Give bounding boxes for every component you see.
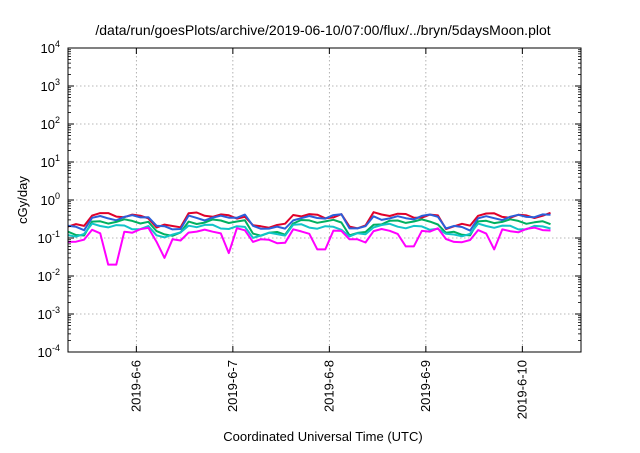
y-axis-label: cGy/day bbox=[15, 176, 30, 224]
chart-title: /data/run/goesPlots/archive/2019-06-10/0… bbox=[95, 22, 550, 38]
series-line bbox=[67, 222, 551, 239]
y-tick-label: 10-3 bbox=[38, 305, 60, 322]
grid-lines bbox=[68, 48, 581, 352]
y-tick-label: 104 bbox=[41, 39, 60, 56]
y-ticks: 10-4 10-3 10-2 10-1 100 101 102 103 104 bbox=[38, 39, 581, 360]
x-tick-label: 2019-6-9 bbox=[418, 360, 433, 412]
series-line bbox=[67, 218, 551, 237]
x-tick-label: 2019-6-7 bbox=[225, 360, 240, 412]
y-tick-label: 100 bbox=[41, 191, 60, 208]
y-tick-label: 101 bbox=[41, 153, 60, 170]
x-tick-label: 2019-6-10 bbox=[514, 360, 529, 419]
series-group bbox=[67, 211, 551, 266]
x-ticks: 2019-6-6 2019-6-7 2019-6-8 2019-6-9 2019-6-1… bbox=[128, 48, 529, 419]
y-tick-label: 10-4 bbox=[38, 343, 60, 360]
y-tick-label: 10-2 bbox=[38, 267, 60, 284]
x-tick-label: 2019-6-8 bbox=[321, 360, 336, 412]
y-tick-label: 103 bbox=[41, 77, 60, 94]
x-tick-label: 2019-6-6 bbox=[128, 360, 143, 412]
y-tick-label: 102 bbox=[41, 115, 60, 132]
series-line bbox=[67, 226, 551, 266]
series-line bbox=[67, 213, 551, 232]
y-tick-label: 10-1 bbox=[38, 229, 60, 246]
x-axis-label: Coordinated Universal Time (UTC) bbox=[223, 429, 422, 444]
